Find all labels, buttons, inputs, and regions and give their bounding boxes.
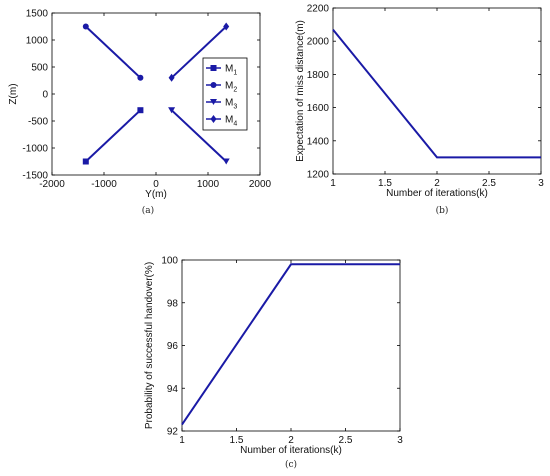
marker-square bbox=[82, 158, 89, 165]
y-axis-label: Expectation of miss distance(m) bbox=[295, 20, 306, 162]
y-axis-label: Z(m) bbox=[8, 83, 19, 104]
series-line bbox=[85, 25, 142, 79]
y-tick-label: 500 bbox=[31, 63, 48, 74]
series-line bbox=[181, 263, 400, 426]
y-tick-label: 1800 bbox=[307, 70, 330, 81]
y-tick-label: 2000 bbox=[307, 37, 330, 48]
x-tick-label: 3 bbox=[538, 178, 544, 189]
chart-panel-3: 1 1.5 2 2.5 3 92 94 96 98 100 Number of iterations… bbox=[144, 256, 403, 471]
marker-triangle bbox=[222, 158, 230, 165]
x-tick-label: 1 bbox=[330, 178, 336, 189]
chart-panel-2: 1 1.5 2 2.5 3 1200 1400 1600 1800 2000 2200 Number … bbox=[295, 4, 544, 217]
marker-diamond bbox=[210, 115, 217, 123]
y-tick-label: 1400 bbox=[307, 136, 330, 147]
x-axis-label: Number of iterations(k) bbox=[240, 445, 342, 456]
x-axis-label: Number of iterations(k) bbox=[386, 188, 488, 199]
plot-frame bbox=[181, 259, 401, 432]
x-tick-label: 2000 bbox=[249, 179, 272, 190]
marker-circle bbox=[82, 23, 89, 30]
x-tick-label: 3 bbox=[397, 435, 403, 446]
panel-caption: (a) bbox=[142, 205, 154, 216]
y-tick-label: -1500 bbox=[22, 171, 48, 182]
x-tick-label: 1000 bbox=[197, 179, 220, 190]
legend-label: M1 bbox=[225, 64, 237, 77]
x-tick-label: 2.5 bbox=[339, 435, 353, 446]
chart-panel-1: -2000 -1000 0 1000 2000 -1500 -1000 -500 0 500 100… bbox=[8, 9, 272, 217]
legend-label: M3 bbox=[225, 98, 237, 111]
x-tick-label: 1.5 bbox=[230, 435, 244, 446]
y-tick-label: -500 bbox=[28, 117, 48, 128]
x-tick-label: 0 bbox=[153, 179, 159, 190]
series-line bbox=[170, 109, 227, 163]
y-tick-label: 2200 bbox=[307, 4, 330, 15]
marker-triangle bbox=[210, 99, 217, 105]
x-tick-label: 1.5 bbox=[378, 178, 392, 189]
y-tick-label: 1500 bbox=[26, 9, 49, 20]
y-tick-label: 96 bbox=[167, 341, 179, 352]
x-tick-label: 2 bbox=[288, 435, 294, 446]
x-axis-label: Y(m) bbox=[145, 189, 167, 200]
series-line bbox=[170, 25, 227, 79]
marker-square bbox=[137, 107, 144, 114]
panel-caption: (c) bbox=[285, 459, 297, 470]
marker-circle bbox=[137, 74, 144, 81]
marker-square bbox=[210, 65, 217, 71]
y-tick-label: 1600 bbox=[307, 103, 330, 114]
panel-caption: (b) bbox=[436, 205, 449, 216]
x-tick-label: 2.5 bbox=[482, 178, 496, 189]
y-tick-label: 92 bbox=[167, 427, 179, 438]
y-tick-label: 100 bbox=[161, 256, 178, 267]
legend-label: M4 bbox=[225, 115, 237, 128]
marker-diamond bbox=[223, 22, 230, 31]
legend-label: M2 bbox=[225, 81, 237, 94]
y-axis-label: Probability of successful handover(%) bbox=[144, 262, 155, 429]
y-tick-label: 0 bbox=[42, 90, 48, 101]
series-line bbox=[332, 28, 541, 159]
x-tick-label: 1 bbox=[179, 435, 185, 446]
marker-circle bbox=[210, 82, 217, 88]
y-tick-label: -1000 bbox=[22, 144, 48, 155]
x-tick-label: -2000 bbox=[39, 179, 65, 190]
y-tick-label: 1000 bbox=[26, 36, 49, 47]
legend-box bbox=[202, 57, 248, 131]
plot-frame bbox=[332, 7, 542, 175]
y-tick-label: 1200 bbox=[307, 170, 330, 181]
marker-triangle bbox=[168, 107, 176, 114]
y-tick-label: 94 bbox=[167, 384, 179, 395]
marker-diamond bbox=[168, 73, 175, 82]
series-line bbox=[85, 109, 142, 163]
x-tick-label: -1000 bbox=[91, 179, 117, 190]
x-tick-label: 2 bbox=[434, 178, 440, 189]
y-tick-label: 98 bbox=[167, 298, 179, 309]
